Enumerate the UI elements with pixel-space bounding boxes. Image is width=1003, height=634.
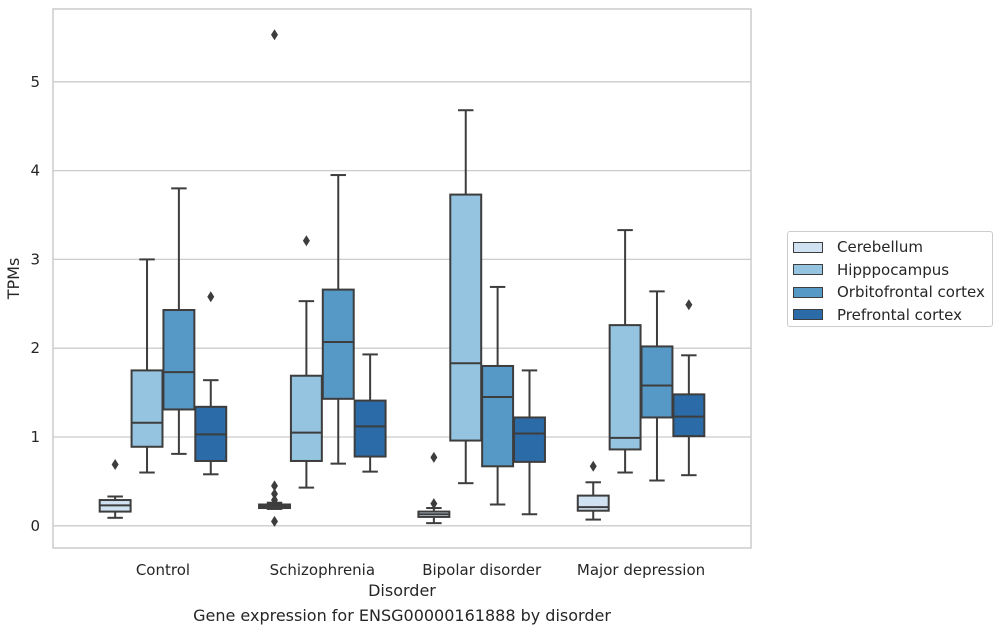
box-iqr: [672, 393, 706, 438]
box-iqr: [513, 416, 546, 463]
x-tick-labels: Control Schizophrenia Bipolar disorder Majo…: [136, 561, 705, 579]
box-iqr: [289, 374, 323, 462]
y-tick-label: 0: [30, 517, 40, 535]
y-tick-label: 4: [30, 162, 40, 180]
outlier-point: [271, 480, 279, 492]
legend-label: Orbitofrontal cortex: [837, 283, 985, 302]
box-group: [481, 285, 515, 506]
outlier-point: [430, 498, 438, 510]
legend: Cerebellum Hipppocampus Orbitofrontal cort…: [787, 231, 993, 327]
legend-label: Prefrontal cortex: [837, 305, 962, 324]
box-group: [576, 460, 610, 521]
outlier-point: [589, 460, 597, 472]
legend-item: Hipppocampus: [793, 259, 992, 282]
legend-swatch: [793, 286, 823, 298]
box-iqr: [162, 309, 196, 411]
y-tick-label: 3: [30, 250, 40, 268]
box-iqr: [576, 494, 610, 512]
outlier-point: [271, 29, 279, 41]
box-iqr: [353, 399, 387, 458]
box-iqr: [481, 364, 515, 468]
outlier-point: [271, 488, 279, 500]
outlier-point: [207, 291, 215, 303]
box-group: [513, 369, 546, 516]
legend-swatch: [793, 264, 823, 276]
legend-item: Prefrontal cortex: [793, 304, 992, 327]
y-tick-label: 1: [30, 428, 40, 446]
box-group: [449, 109, 483, 485]
y-axis-title: TPMs: [4, 258, 23, 301]
box-group: [353, 353, 387, 473]
x-tick-label: Schizophrenia: [270, 561, 375, 579]
legend-item: Cerebellum: [793, 236, 992, 259]
box-iqr: [130, 369, 164, 448]
y-tick-label: 2: [30, 339, 40, 357]
x-tick-label: Major depression: [577, 561, 705, 579]
outlier-point: [271, 515, 279, 527]
boxes: [98, 29, 706, 527]
box-group: [608, 229, 642, 474]
box-group: [640, 290, 674, 482]
box-group: [258, 29, 291, 527]
box-group: [417, 451, 451, 525]
box-group: [98, 459, 132, 519]
legend-swatch: [793, 309, 823, 321]
box-group: [672, 299, 706, 477]
legend-swatch: [793, 241, 823, 253]
legend-item: Orbitofrontal cortex: [793, 281, 992, 304]
outlier-point: [685, 299, 693, 311]
box-iqr: [449, 193, 483, 442]
x-tick-label: Bipolar disorder: [422, 561, 542, 579]
y-tick-label: 5: [30, 73, 40, 91]
x-tick-label: Control: [136, 561, 190, 579]
box-group: [162, 187, 196, 455]
outlier-point: [430, 451, 438, 463]
legend-label: Hipppocampus: [837, 260, 950, 279]
box-group: [130, 258, 164, 474]
box-group: [289, 235, 323, 489]
box-iqr: [321, 288, 355, 400]
box-iqr: [640, 345, 674, 419]
x-axis-title: Disorder: [368, 581, 436, 600]
figure-caption: Gene expression for ENSG00000161888 by d…: [193, 606, 611, 625]
outlier-point: [271, 494, 279, 506]
box-group: [194, 291, 228, 476]
plot-area: [52, 8, 752, 549]
box-iqr: [608, 324, 642, 451]
outlier-point: [111, 459, 119, 471]
legend-label: Cerebellum: [837, 238, 923, 257]
box-group: [321, 174, 355, 465]
y-tick-labels: 0 1 2 3 4 5: [30, 73, 40, 535]
outlier-point: [302, 235, 310, 247]
